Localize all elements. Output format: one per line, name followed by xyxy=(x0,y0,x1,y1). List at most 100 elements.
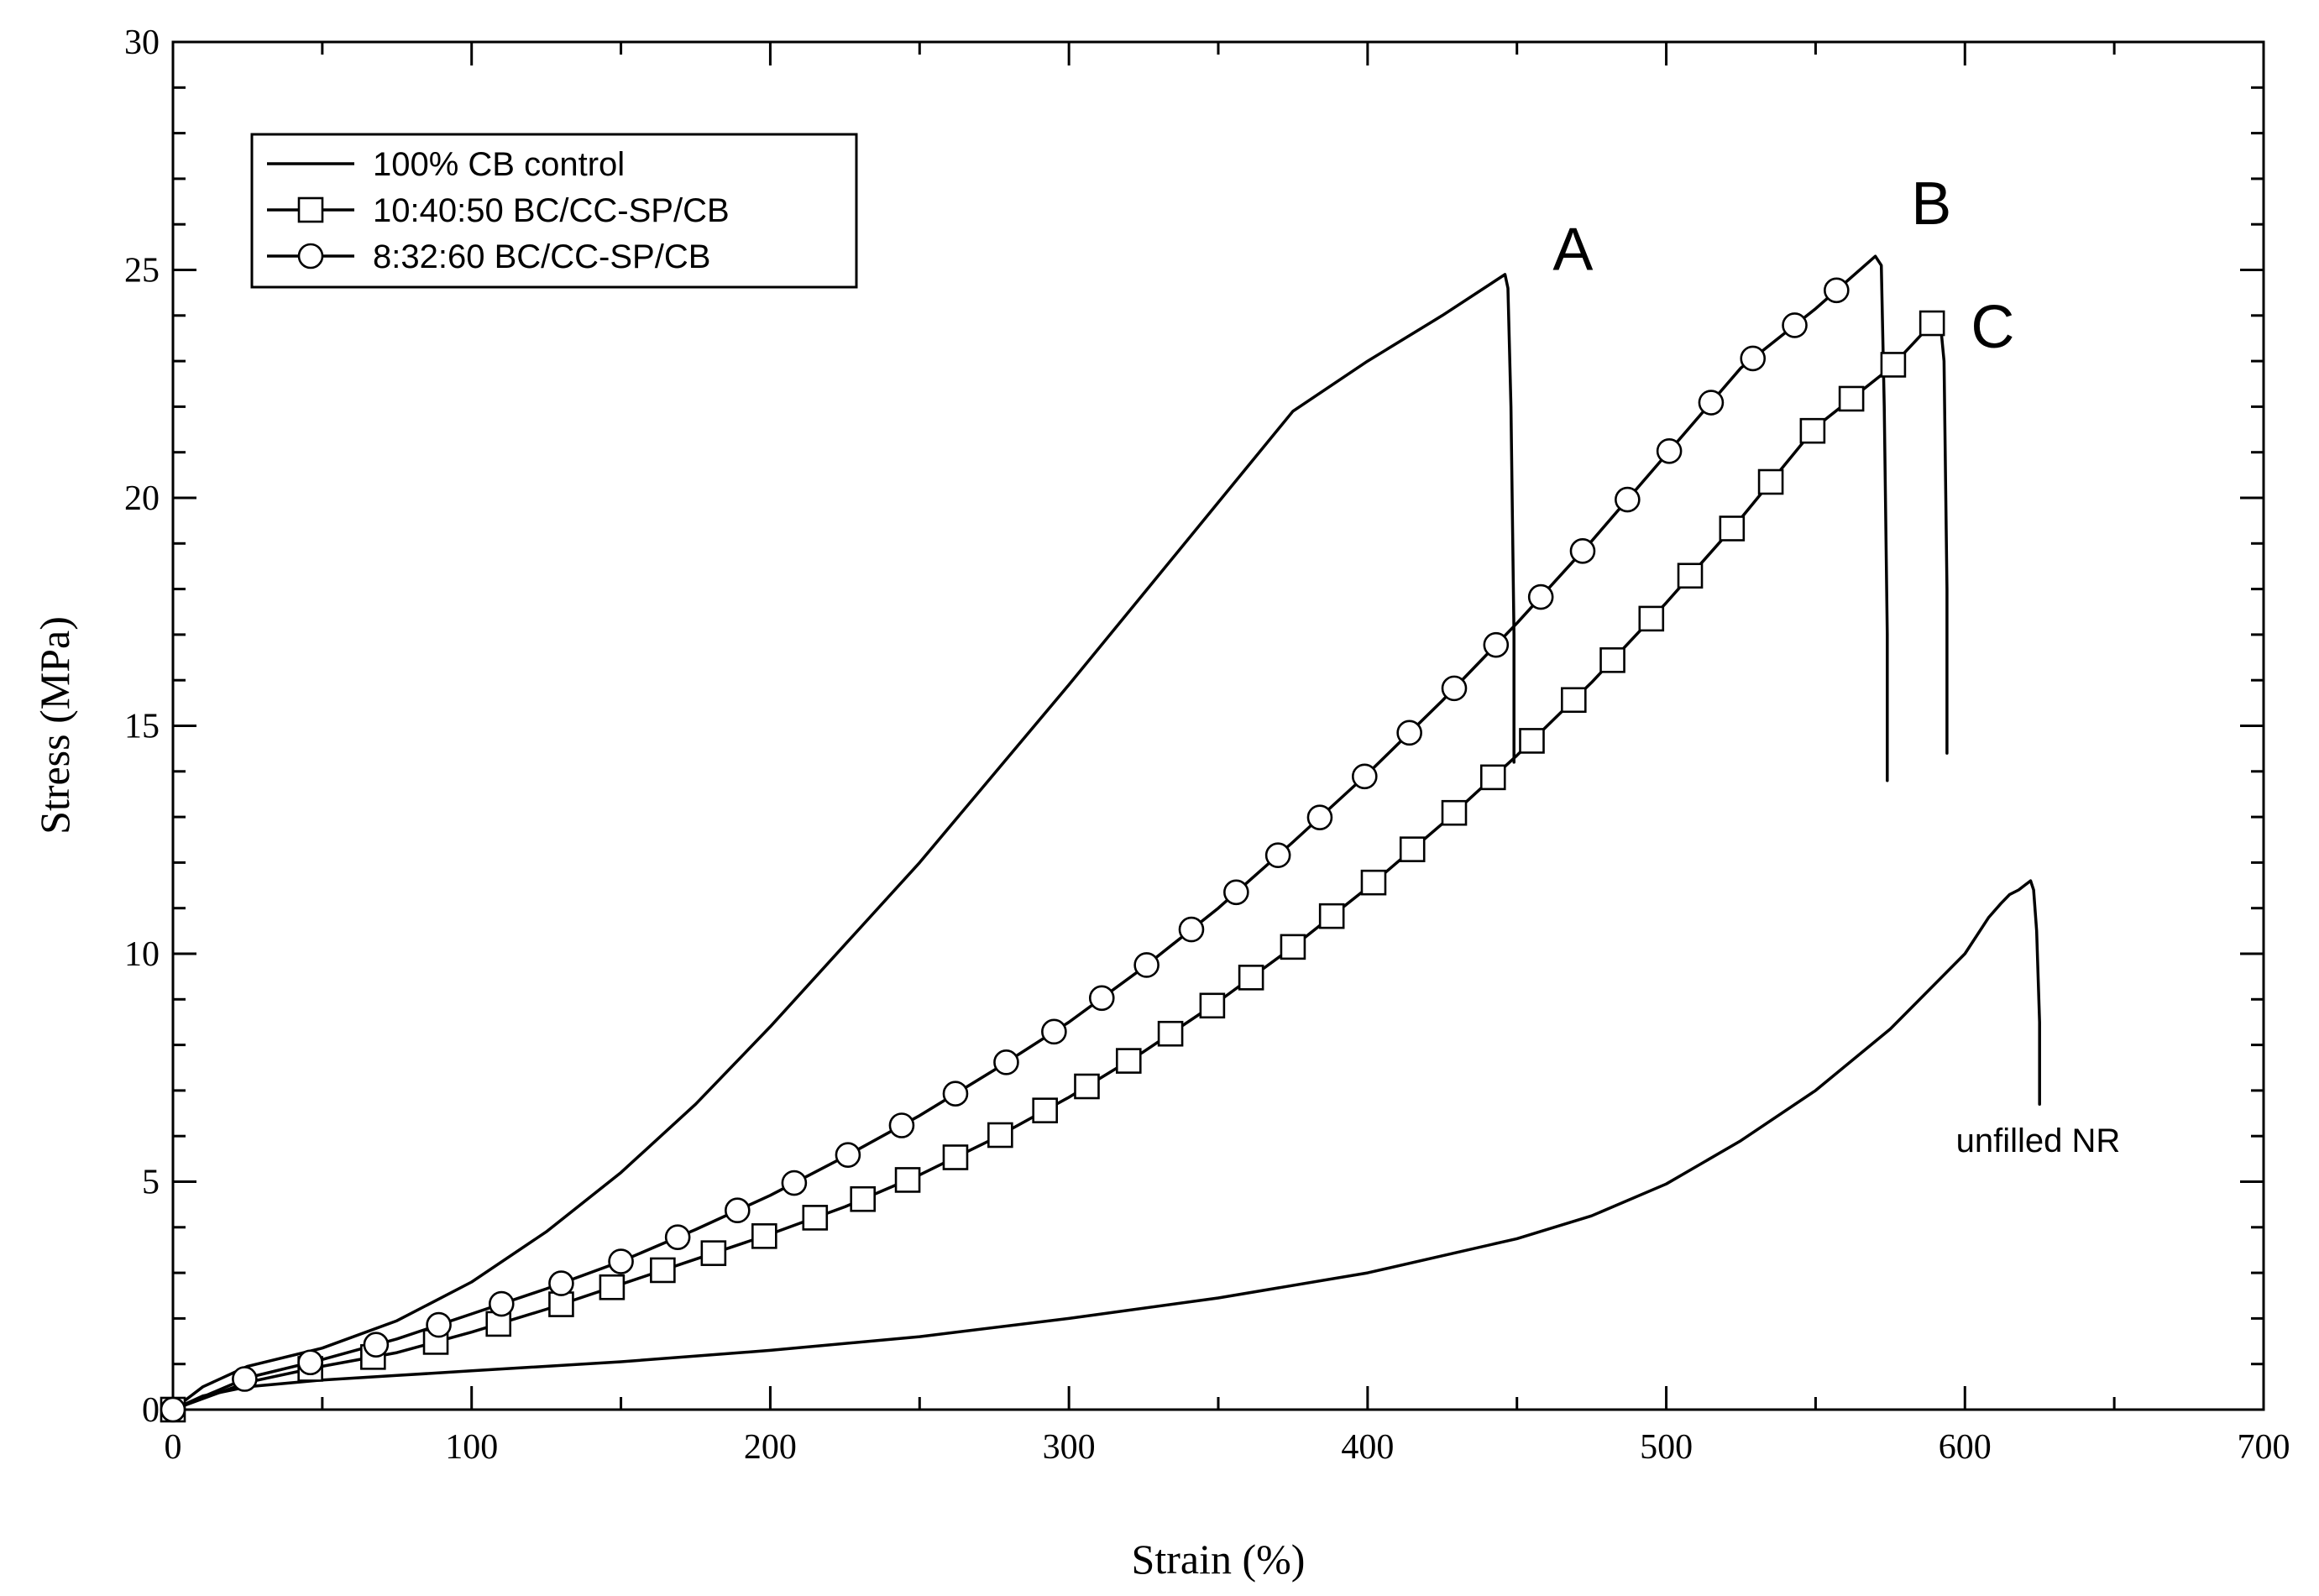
square-marker xyxy=(1561,687,1587,714)
circle-marker xyxy=(1088,985,1115,1012)
circle-marker xyxy=(888,1112,915,1138)
y-tick-label: 10 xyxy=(124,935,160,974)
circle-marker xyxy=(1133,952,1160,978)
circle-marker xyxy=(608,1248,634,1274)
circle-marker xyxy=(942,1081,969,1107)
circle-marker xyxy=(488,1290,515,1317)
y-tick-label: 30 xyxy=(124,24,160,62)
legend-label-10-40-50: 10:40:50 BC/CC-SP/CB xyxy=(373,192,730,229)
circle-marker xyxy=(426,1311,452,1338)
x-tick-label: 700 xyxy=(2238,1428,2290,1467)
square-marker xyxy=(1199,992,1226,1019)
curve-label-B: B xyxy=(1911,170,1951,238)
y-tick-label: 0 xyxy=(142,1391,160,1430)
square-marker xyxy=(1638,605,1665,632)
square-marker xyxy=(1757,468,1784,495)
square-marker xyxy=(1157,1020,1184,1047)
legend-circle-marker xyxy=(297,243,324,269)
square-marker xyxy=(1838,385,1865,412)
curve-label-A: A xyxy=(1552,217,1593,284)
circle-marker xyxy=(1569,538,1596,564)
square-marker xyxy=(1399,836,1426,862)
circle-marker xyxy=(1824,277,1850,304)
circle-marker xyxy=(1396,720,1422,746)
circle-marker xyxy=(1615,486,1641,513)
square-marker xyxy=(650,1257,676,1284)
circle-marker xyxy=(1306,804,1333,830)
circle-marker xyxy=(1527,583,1554,610)
series-line-0 xyxy=(171,273,1515,1411)
circle-marker xyxy=(1178,916,1205,943)
circle-marker xyxy=(664,1224,691,1250)
circle-marker xyxy=(160,1396,186,1423)
square-marker xyxy=(1919,310,1945,337)
y-tick-label: 25 xyxy=(124,252,160,290)
circle-marker xyxy=(1656,437,1683,464)
legend-label-8-32-60: 8:32:60 BC/CC-SP/CB xyxy=(373,238,710,275)
square-marker xyxy=(1519,728,1545,754)
y-tick-label: 20 xyxy=(124,479,160,518)
series-line-3 xyxy=(171,879,2041,1411)
square-marker xyxy=(1677,563,1704,589)
axis-ticks xyxy=(171,40,2265,1411)
circle-marker xyxy=(548,1270,574,1296)
circle-marker xyxy=(1782,312,1808,338)
circle-marker xyxy=(363,1332,390,1358)
circle-marker xyxy=(993,1049,1019,1075)
square-marker xyxy=(850,1185,877,1212)
square-marker xyxy=(942,1144,969,1170)
circle-marker xyxy=(232,1366,258,1392)
square-marker xyxy=(1280,934,1306,960)
square-marker xyxy=(1799,417,1826,444)
x-tick-label: 300 xyxy=(1043,1428,1096,1467)
circle-marker xyxy=(1740,345,1767,372)
x-tick-label: 100 xyxy=(445,1428,498,1467)
square-marker xyxy=(894,1167,921,1193)
square-marker xyxy=(802,1205,829,1231)
x-axis-title: Strain (%) xyxy=(1132,1536,1306,1583)
legend-square-marker xyxy=(297,196,324,223)
square-marker xyxy=(1719,515,1746,542)
data-markers xyxy=(160,277,1945,1423)
series-line-2 xyxy=(171,254,1889,1411)
square-marker xyxy=(987,1122,1013,1149)
x-tick-label: 0 xyxy=(165,1428,182,1467)
square-marker xyxy=(1479,764,1506,791)
circle-marker xyxy=(835,1142,861,1168)
unfilled-nr-label: unfilled NR xyxy=(1956,1122,2121,1159)
axis-tick-labels: 0 100 200 300 400 500 600 700 0 5 10 15 20 25 30 xyxy=(124,24,2290,1467)
circle-marker xyxy=(781,1170,808,1196)
x-tick-label: 600 xyxy=(1939,1428,1992,1467)
square-marker xyxy=(1074,1073,1100,1100)
series-line-1 xyxy=(171,318,1949,1411)
square-marker xyxy=(751,1223,777,1249)
square-marker xyxy=(1441,799,1468,826)
circle-marker xyxy=(1223,879,1249,906)
circle-marker xyxy=(297,1349,323,1376)
data-series xyxy=(171,254,2041,1411)
square-marker xyxy=(1238,965,1264,991)
legend: 100% CB control 10:40:50 BC/CC-SP/CB 8:3… xyxy=(250,133,858,289)
square-marker xyxy=(1360,869,1387,896)
x-tick-label: 200 xyxy=(744,1428,797,1467)
square-marker xyxy=(1880,352,1907,378)
legend-label-control: 100% CB control xyxy=(373,146,625,183)
y-axis-title: Stress (MPa) xyxy=(31,616,78,835)
circle-marker xyxy=(1352,763,1378,790)
circle-marker xyxy=(1483,631,1510,658)
circle-marker xyxy=(1041,1018,1067,1045)
square-marker xyxy=(700,1240,727,1266)
square-marker xyxy=(599,1274,626,1300)
x-tick-label: 500 xyxy=(1640,1428,1693,1467)
circle-marker xyxy=(1264,842,1291,869)
circle-marker xyxy=(1698,390,1725,416)
square-marker xyxy=(1032,1097,1058,1123)
y-tick-label: 15 xyxy=(124,708,160,746)
circle-marker xyxy=(724,1197,751,1224)
square-marker xyxy=(1599,647,1625,673)
square-marker xyxy=(1115,1048,1142,1074)
x-tick-label: 400 xyxy=(1341,1428,1394,1467)
circle-marker xyxy=(1441,675,1468,702)
